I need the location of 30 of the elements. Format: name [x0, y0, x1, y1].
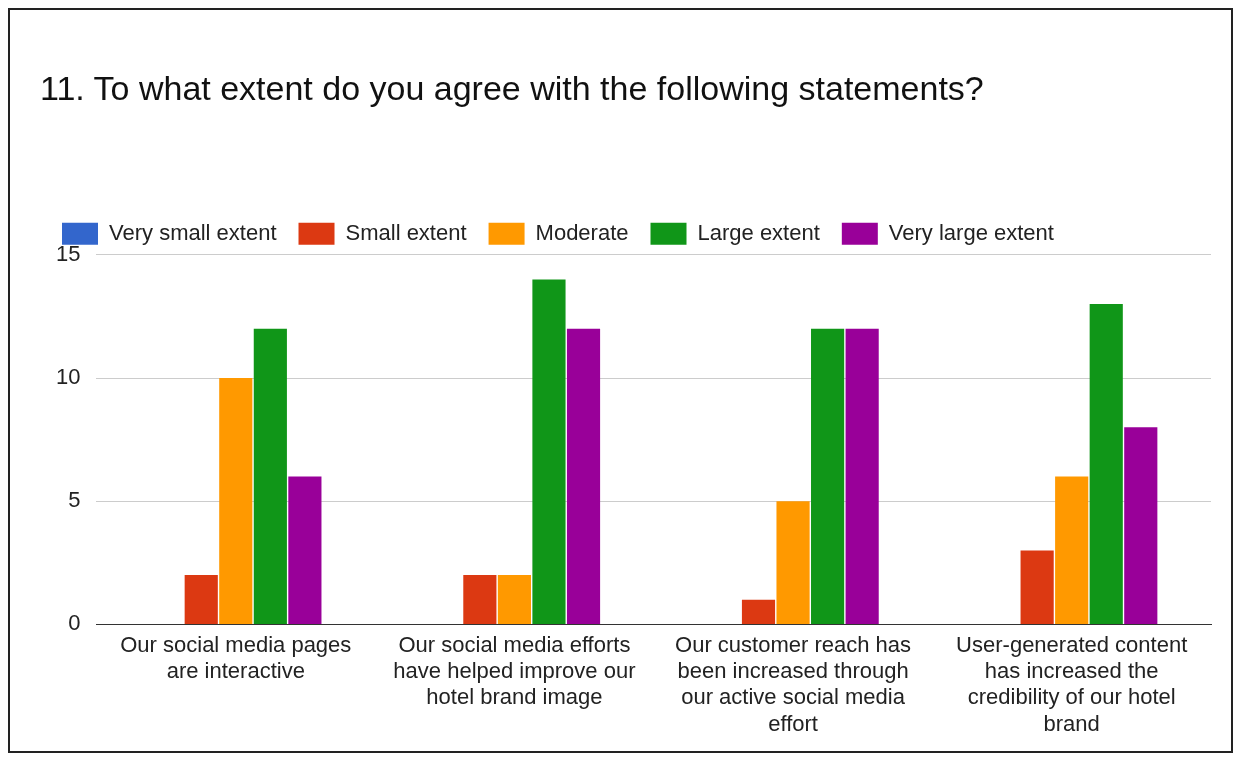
- bar: [811, 328, 845, 624]
- x-tick-label: Our social media efforts have helped improve our hotel brand image: [393, 631, 636, 710]
- x-tick-label: User-generated content has increased the credibility of our hotel brand: [956, 631, 1188, 736]
- y-tick-label: 0: [68, 610, 81, 636]
- bar: [1020, 550, 1054, 624]
- legend-label: Moderate: [535, 219, 629, 245]
- bar: [741, 599, 776, 624]
- legend-label: Large extent: [697, 219, 820, 245]
- bar: [497, 575, 531, 624]
- x-tick-label: Our social media pages are interactive: [120, 631, 352, 684]
- bar: [1089, 304, 1123, 624]
- bar: [288, 476, 322, 624]
- bar: [1055, 476, 1089, 624]
- legend-label: Very large extent: [888, 219, 1054, 245]
- bar: [566, 328, 601, 624]
- bar: [184, 575, 218, 624]
- bar: [253, 328, 287, 624]
- chart-title: 11. To what extent do you agree with the following statements?: [40, 68, 984, 107]
- legend-label: Very small extent: [109, 219, 277, 245]
- bar: [219, 378, 253, 624]
- bar: [463, 575, 497, 624]
- bar: [845, 328, 879, 624]
- bar: [532, 279, 566, 624]
- x-tick-label: Our customer reach has been increased through our active social media effort: [675, 631, 912, 736]
- y-tick-label: 15: [55, 240, 81, 266]
- legend-label: Small extent: [345, 219, 467, 245]
- y-tick-label: 10: [55, 364, 81, 390]
- bar: [776, 501, 810, 624]
- y-tick-label: 5: [68, 487, 81, 513]
- bar: [1124, 427, 1158, 624]
